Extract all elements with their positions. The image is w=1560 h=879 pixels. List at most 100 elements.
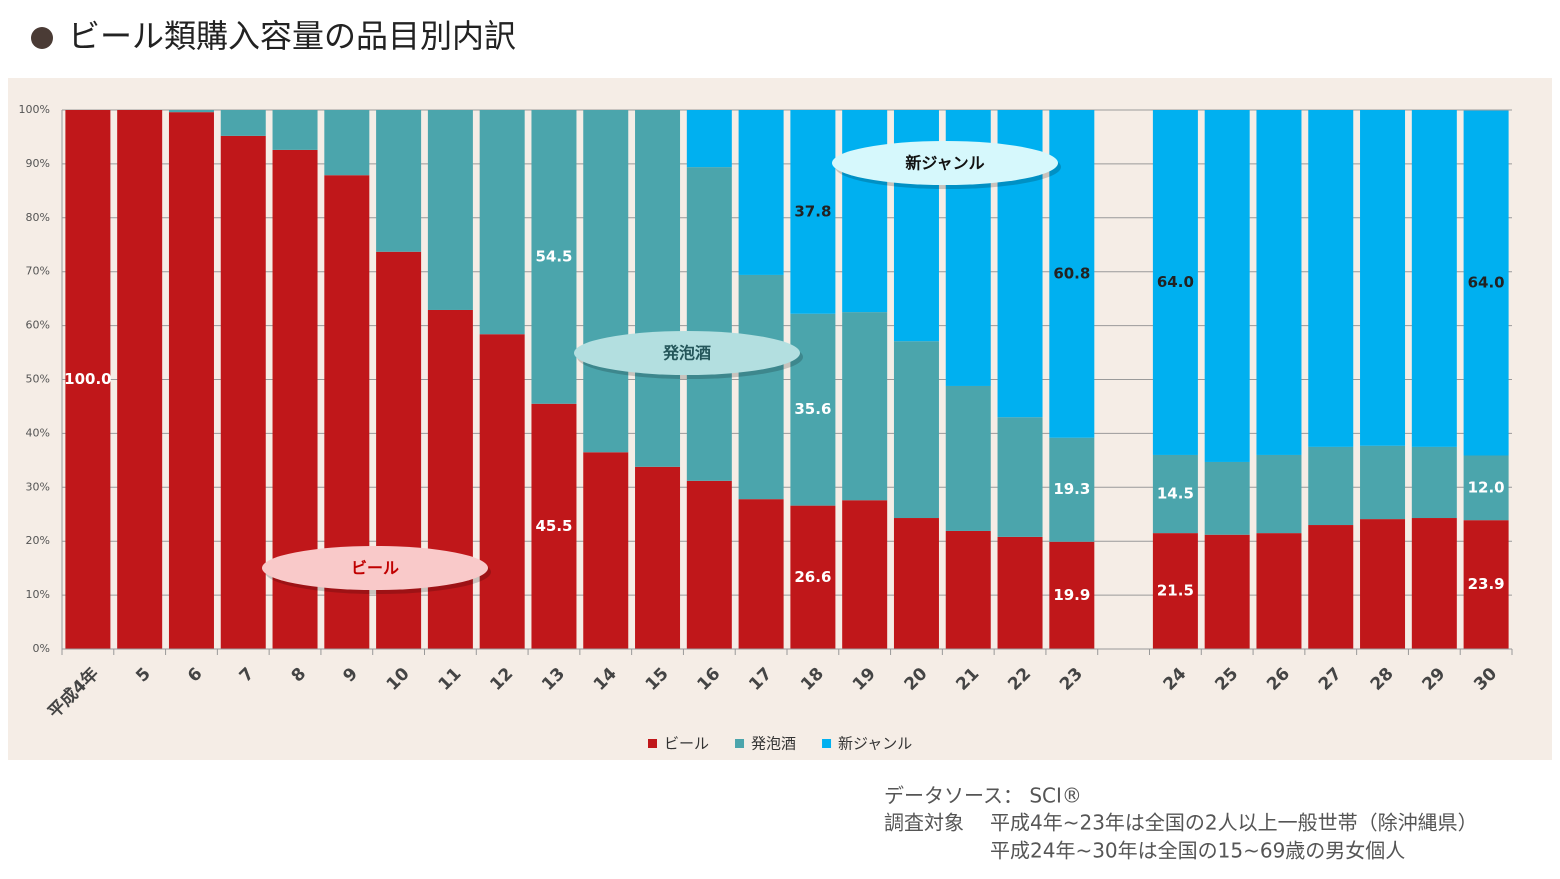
bar-segment bbox=[790, 313, 836, 506]
callout-label: 新ジャンル bbox=[905, 154, 984, 173]
bar-segment bbox=[1308, 446, 1354, 526]
title-bullet bbox=[31, 27, 53, 49]
y-tick-label: 20% bbox=[26, 534, 50, 547]
legend-label: ビール bbox=[664, 735, 709, 753]
bar-segment bbox=[997, 536, 1043, 649]
y-tick-label: 0% bbox=[33, 642, 50, 655]
bar-segment bbox=[945, 530, 991, 649]
bar-segment bbox=[376, 110, 422, 252]
bar-segment bbox=[1463, 110, 1509, 456]
bar-segment bbox=[65, 110, 111, 649]
page-title: ビール類購入容量の品目別内訳 bbox=[68, 17, 516, 55]
bar-segment bbox=[1308, 525, 1354, 649]
bar-segment bbox=[738, 274, 784, 500]
legend-swatch bbox=[648, 739, 657, 748]
value-label: 60.8 bbox=[1053, 264, 1090, 282]
bar-segment bbox=[1411, 518, 1457, 649]
y-tick-label: 70% bbox=[26, 265, 50, 278]
bar-segment bbox=[893, 341, 939, 519]
chart: 0%10%20%30%40%50%60%70%80%90%100%平成4年100… bbox=[19, 103, 1513, 753]
bar-segment bbox=[479, 110, 525, 335]
callout bbox=[574, 331, 800, 375]
bar-segment bbox=[1360, 519, 1406, 649]
bar-segment bbox=[893, 518, 939, 649]
bar-segment bbox=[790, 505, 836, 649]
footnote-line: 平成24年~30年は全国の15~69歳の男女個人 bbox=[990, 839, 1405, 863]
bar-segment bbox=[1152, 454, 1198, 534]
y-tick-label: 50% bbox=[26, 373, 50, 386]
value-label: 64.0 bbox=[1157, 273, 1194, 291]
callout bbox=[832, 141, 1058, 185]
bar-segment bbox=[790, 110, 836, 314]
callout-label: 発泡酒 bbox=[662, 344, 711, 363]
value-label: 23.9 bbox=[1468, 575, 1505, 593]
y-tick-label: 80% bbox=[26, 211, 50, 224]
value-label: 19.9 bbox=[1053, 586, 1090, 604]
bar-segment bbox=[583, 110, 629, 453]
bar-segment bbox=[1204, 534, 1250, 649]
value-label: 26.6 bbox=[794, 568, 831, 586]
bar-segment bbox=[583, 452, 629, 649]
bar-segment bbox=[1360, 110, 1406, 446]
legend-swatch bbox=[735, 739, 745, 748]
bar-segment bbox=[1049, 437, 1095, 542]
y-tick-label: 30% bbox=[26, 480, 50, 493]
callout bbox=[262, 546, 488, 590]
legend-swatch bbox=[822, 739, 832, 748]
footnote-label: 調査対象 bbox=[884, 811, 964, 835]
value-label: 14.5 bbox=[1157, 485, 1194, 503]
y-tick-label: 100% bbox=[19, 103, 50, 116]
bar-segment bbox=[1256, 533, 1302, 649]
bar-segment bbox=[842, 110, 888, 313]
bar-segment bbox=[1256, 454, 1302, 534]
bar-segment bbox=[272, 110, 318, 150]
bar-segment bbox=[168, 112, 214, 649]
legend-label: 発泡酒 bbox=[751, 735, 796, 753]
footnote-source: データソース： SCI® bbox=[884, 784, 1082, 808]
bar-segment bbox=[1308, 110, 1354, 447]
bar-segment bbox=[686, 167, 732, 481]
bar-segment bbox=[1463, 455, 1509, 521]
callout-label: ビール bbox=[351, 559, 399, 578]
bar-segment bbox=[479, 334, 525, 649]
y-tick-label: 90% bbox=[26, 157, 50, 170]
bar-segment bbox=[1152, 110, 1198, 455]
bar-segment bbox=[1411, 110, 1457, 447]
bar-segment bbox=[635, 110, 681, 467]
bar-segment bbox=[324, 110, 370, 176]
bar-segment bbox=[842, 312, 888, 501]
y-tick-label: 60% bbox=[26, 319, 50, 332]
bar-segment bbox=[842, 500, 888, 649]
bar-segment bbox=[1463, 520, 1509, 649]
value-label: 35.6 bbox=[794, 400, 831, 418]
bar-segment bbox=[1256, 110, 1302, 455]
value-label: 100.0 bbox=[64, 370, 111, 388]
bar-segment bbox=[1152, 533, 1198, 649]
bar-segment bbox=[738, 499, 784, 649]
bar-segment bbox=[1411, 446, 1457, 519]
bar-segment bbox=[531, 403, 577, 649]
value-label: 45.5 bbox=[535, 517, 572, 535]
bar-segment bbox=[686, 480, 732, 649]
bar-segment bbox=[738, 110, 784, 275]
bar-segment bbox=[427, 309, 473, 649]
bar-segment bbox=[997, 417, 1043, 537]
bar-segment bbox=[220, 110, 266, 136]
value-label: 54.5 bbox=[535, 247, 572, 265]
bar-segment bbox=[1360, 445, 1406, 520]
bar-segment bbox=[168, 110, 214, 113]
y-tick-label: 40% bbox=[26, 426, 50, 439]
bar-segment bbox=[945, 385, 991, 531]
bar-segment bbox=[635, 466, 681, 649]
bar-segment bbox=[220, 135, 266, 649]
bar-segment bbox=[686, 110, 732, 168]
legend-label: 新ジャンル bbox=[838, 735, 912, 753]
value-label: 12.0 bbox=[1468, 478, 1505, 496]
bar-segment bbox=[427, 110, 473, 310]
bar-segment bbox=[1204, 461, 1250, 535]
bar-segment bbox=[117, 110, 163, 649]
value-label: 21.5 bbox=[1157, 582, 1194, 600]
value-label: 19.3 bbox=[1053, 480, 1090, 498]
bar-segment bbox=[531, 110, 577, 404]
